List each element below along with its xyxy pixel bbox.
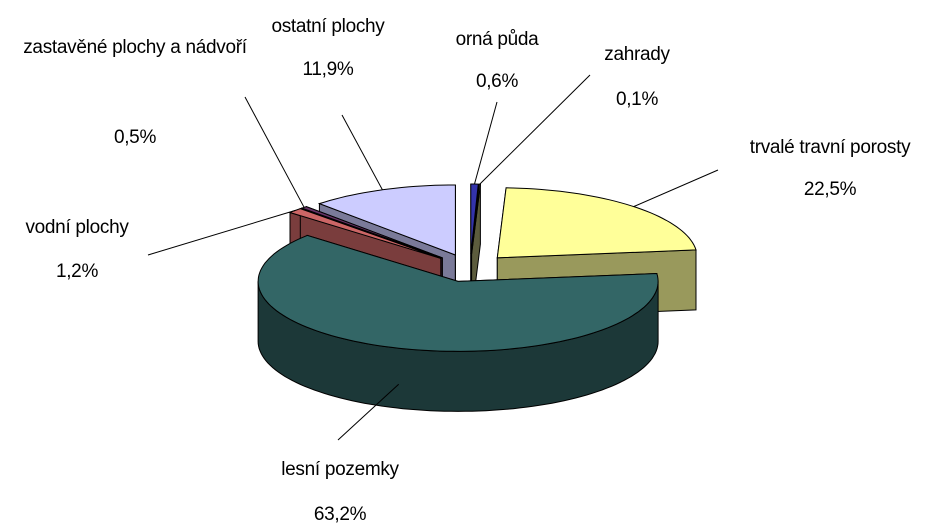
leader-line [341,114,383,191]
leader-line [244,96,305,208]
leader-line [474,101,498,185]
slice-value-label: 1,2% [55,261,99,282]
slice-value-label: 0,6% [475,71,519,92]
slice-value-label: 11,9% [302,59,354,80]
leader-line [479,74,591,185]
slice-value-label: 63,2% [313,504,367,525]
slice-label: lesní pozemky [281,459,399,480]
leader-line [337,383,400,441]
leader-line [147,210,296,256]
slice-label: ostatní plochy [271,16,385,37]
slice-value-label: 0,1% [615,89,659,110]
leader-line [633,169,719,208]
slice-label: orná půda [455,29,539,50]
slice-top [257,234,659,352]
slice-label: trvalé travní porosty [749,137,911,158]
slice-top [288,208,441,259]
slice-value-label: 22,5% [803,179,857,200]
slice-value-label: 0,5% [113,127,157,148]
slice-label: vodní plochy [25,217,129,238]
slice-top [496,187,697,259]
slice-label: zahrady [604,44,670,65]
slice-label: zastavěné plochy a nádvoří [23,37,247,58]
